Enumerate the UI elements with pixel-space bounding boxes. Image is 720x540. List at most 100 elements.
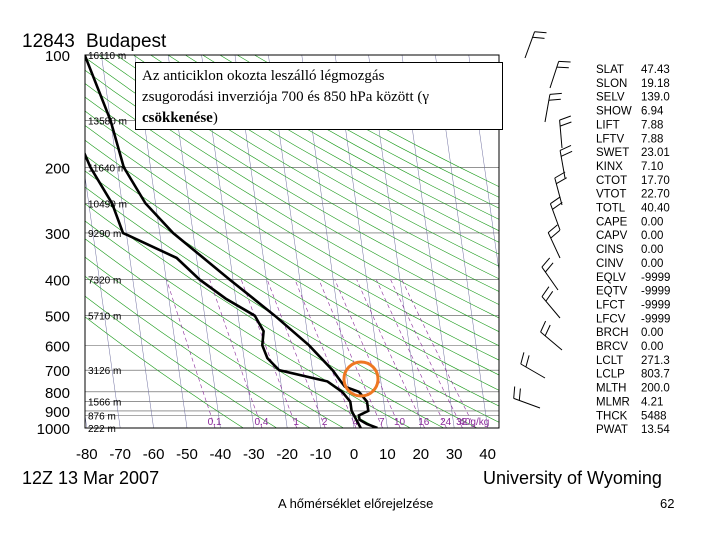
height-label: 11640 m [88, 163, 126, 174]
pressure-tick-label: 600 [45, 338, 70, 355]
index-value: 6.94 [641, 106, 664, 118]
index-name: LCLP [596, 369, 625, 381]
dry-adiabat [150, 55, 499, 255]
dry-adiabat [98, 55, 499, 292]
index-name: LFTV [596, 133, 624, 145]
pressure-tick-label: 500 [45, 309, 70, 326]
sounding-date: 12Z 13 Mar 2007 [22, 468, 159, 488]
wind-barb-shaft [541, 296, 561, 319]
index-value: 7.10 [641, 161, 663, 173]
wind-barb-flag [554, 171, 566, 179]
wind-barb-flag [544, 324, 551, 337]
temperature-tick-label: -80 [76, 446, 98, 463]
stability-indices: SLAT 47.43 SLON 19.18 SELV 139.0 SHOW 6.94 LIFT 7… [596, 64, 670, 436]
index-value: 4.21 [641, 396, 663, 408]
temperature-tick-label: 30 [446, 446, 463, 463]
temperature-tick-label: -40 [210, 446, 232, 463]
wind-barb-shaft [524, 31, 536, 59]
index-value: 23.01 [641, 147, 670, 159]
pressure-tick-label: 1000 [37, 421, 70, 438]
wind-barb-shaft [549, 203, 561, 231]
dry-adiabat [85, 125, 499, 376]
dry-adiabat [85, 186, 478, 428]
index-value: 19.18 [641, 78, 670, 90]
index-name: SWET [596, 147, 629, 159]
dry-adiabat [133, 55, 499, 267]
mixing-ratio-label: 16 [418, 417, 430, 428]
pressure-tick-label: 700 [45, 363, 70, 380]
wind-barb-flag [518, 388, 521, 401]
mixing-ratio-line [390, 279, 463, 428]
wind-barb-flag [559, 144, 572, 151]
index-name: SLON [596, 78, 627, 90]
wind-barb-flag [559, 115, 571, 121]
station-name: Budapest [86, 31, 167, 52]
index-value: 803.7 [641, 369, 670, 381]
index-name: CTOT [596, 175, 627, 187]
wind-barb-flag [525, 355, 530, 368]
index-name: CAPV [596, 230, 628, 242]
annotation-line-3: csökkenése) [142, 108, 496, 129]
profile-lines [85, 55, 378, 428]
index-value: 13.54 [641, 424, 670, 436]
isotherm-line [85, 174, 121, 428]
dry-adiabat [115, 55, 499, 280]
dry-adiabat [85, 238, 378, 428]
height-labels: 16110 m 13580 m 11640 m 10490 m 9290 m 7320 m… [88, 51, 127, 435]
isotherm-line [0, 55, 20, 428]
index-value: 0.00 [641, 230, 663, 242]
mixing-ratio-line [294, 279, 357, 428]
mixing-ratio-label: 0.4 [255, 417, 269, 428]
index-name: SELV [596, 92, 625, 104]
mixing-ratio-line [318, 279, 383, 428]
wind-barb-flag [545, 291, 554, 302]
pressure-tick-label: 800 [45, 385, 70, 402]
wind-barb-flag [556, 66, 569, 69]
pressure-tick-label: 200 [45, 160, 70, 177]
source-label: University of Wyoming [483, 468, 662, 488]
wind-barb-flag [558, 60, 571, 63]
index-value: 0.00 [641, 244, 663, 256]
temperature-tick-label: -20 [276, 446, 298, 463]
pressure-tick-label: 100 [45, 48, 70, 65]
wind-barb-flag [545, 262, 554, 273]
index-name: SLAT [596, 64, 624, 76]
index-name: LIFT [596, 119, 620, 131]
wind-barb-shaft [541, 266, 559, 291]
index-value: 7.88 [641, 133, 663, 145]
index-name: BRCH [596, 327, 629, 339]
mixing-ratio-label: 0.1 [208, 417, 222, 428]
height-label: 16110 m [88, 51, 126, 62]
mixing-ratio-line [376, 279, 447, 428]
mixing-ratio-line [356, 279, 425, 428]
footer-title: A hőmérséklet előrejelzése [278, 496, 434, 511]
dry-adiabat [185, 55, 499, 232]
index-name: PWAT [596, 424, 628, 436]
mixing-ratio-label: 24 [440, 417, 452, 428]
mixing-ratio-line [401, 279, 476, 428]
wind-barb-flag [556, 177, 567, 185]
index-value: 0.00 [641, 341, 663, 353]
annotation-callout: Az anticiklon okozta leszálló légmozgás … [135, 62, 503, 130]
dry-adiabat [167, 55, 499, 243]
wind-barb-flag [541, 257, 551, 268]
index-value: 40.40 [641, 203, 670, 215]
temperature-tick-label: 0 [350, 446, 358, 463]
temperature-tick-label: 40 [479, 446, 496, 463]
index-value: -9999 [641, 299, 670, 311]
mixing-ratio-label: 4 [353, 417, 359, 428]
mixing-ratio-label: 2 [322, 417, 328, 428]
wind-barb-shaft [540, 331, 563, 351]
height-label: 222 m [88, 424, 116, 435]
wind-barb-shaft [513, 397, 541, 409]
index-value: -9999 [641, 313, 670, 325]
dry-adiabat [85, 295, 277, 428]
index-value: 0.00 [641, 327, 663, 339]
wind-barb-shaft [520, 363, 546, 379]
wind-barb-flag [548, 98, 561, 101]
index-name: CINV [596, 258, 624, 270]
temperature-axis-labels: -80 -70 -60 -50 -40 -30 -20 -10 0 10 20 30 40 [76, 446, 496, 463]
index-name: VTOT [596, 189, 626, 201]
wind-barb-shaft [559, 120, 563, 149]
